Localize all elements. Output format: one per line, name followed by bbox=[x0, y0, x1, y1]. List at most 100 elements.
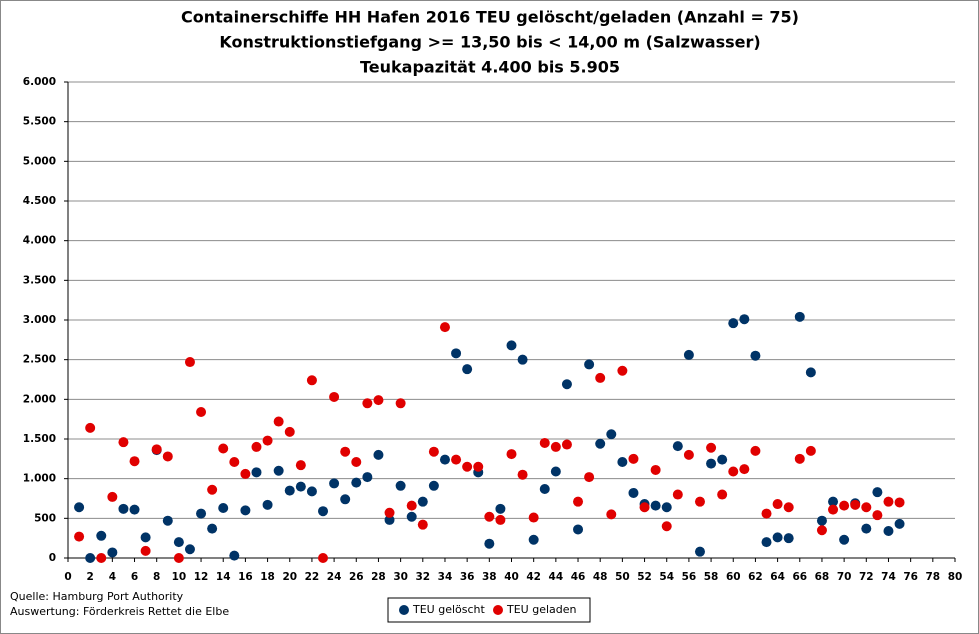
y-tick-label: 2.000 bbox=[23, 393, 56, 405]
point bbox=[318, 506, 329, 517]
point bbox=[473, 461, 484, 472]
point bbox=[240, 468, 251, 479]
chart-subtitle: Teukapazität 4.400 bis 5.905 bbox=[360, 58, 620, 77]
point bbox=[850, 499, 861, 510]
x-tick-label: 46 bbox=[571, 571, 586, 583]
point bbox=[794, 453, 805, 464]
point bbox=[717, 454, 728, 465]
point bbox=[207, 523, 218, 534]
x-tick-label: 60 bbox=[726, 571, 741, 583]
point bbox=[85, 422, 96, 433]
x-tick-label: 8 bbox=[153, 571, 160, 583]
point bbox=[661, 521, 672, 532]
x-tick-label: 74 bbox=[881, 571, 896, 583]
x-tick-label: 30 bbox=[393, 571, 408, 583]
point bbox=[351, 457, 362, 468]
point bbox=[417, 519, 428, 530]
point bbox=[184, 544, 195, 555]
x-tick-label: 80 bbox=[948, 571, 963, 583]
x-tick-label: 10 bbox=[172, 571, 187, 583]
point bbox=[828, 496, 839, 507]
point bbox=[706, 458, 717, 469]
x-tick-label: 20 bbox=[282, 571, 297, 583]
point bbox=[661, 502, 672, 513]
point bbox=[739, 314, 750, 325]
x-tick-label: 66 bbox=[792, 571, 807, 583]
point bbox=[561, 439, 572, 450]
point bbox=[329, 478, 340, 489]
point bbox=[816, 525, 827, 536]
legend-label: TEU geladen bbox=[506, 603, 577, 616]
point bbox=[794, 311, 805, 322]
point bbox=[107, 547, 118, 558]
point bbox=[783, 502, 794, 513]
x-tick-label: 48 bbox=[593, 571, 608, 583]
point bbox=[717, 489, 728, 500]
point bbox=[861, 502, 872, 513]
point bbox=[539, 437, 550, 448]
point bbox=[672, 441, 683, 452]
point bbox=[694, 546, 705, 557]
point bbox=[284, 426, 295, 437]
y-tick-label: 1.500 bbox=[23, 433, 56, 445]
point bbox=[207, 484, 218, 495]
x-tick-label: 68 bbox=[815, 571, 830, 583]
point bbox=[162, 515, 173, 526]
point bbox=[584, 359, 595, 370]
point bbox=[728, 318, 739, 329]
x-tick-label: 28 bbox=[371, 571, 386, 583]
point bbox=[650, 500, 661, 511]
point bbox=[706, 442, 717, 453]
x-tick-label: 16 bbox=[238, 571, 253, 583]
point bbox=[395, 398, 406, 409]
point bbox=[883, 496, 894, 507]
point bbox=[362, 398, 373, 409]
point bbox=[584, 472, 595, 483]
point bbox=[750, 445, 761, 456]
point bbox=[683, 449, 694, 460]
point bbox=[672, 489, 683, 500]
point bbox=[406, 500, 417, 511]
point bbox=[573, 524, 584, 535]
y-tick-label: 0 bbox=[49, 552, 56, 564]
y-tick-label: 6.000 bbox=[23, 76, 56, 88]
y-tick-label: 3.000 bbox=[23, 314, 56, 326]
legend-box bbox=[387, 597, 591, 623]
point bbox=[351, 477, 362, 488]
x-tick-label: 42 bbox=[526, 571, 541, 583]
point bbox=[273, 465, 284, 476]
point bbox=[118, 437, 129, 448]
point bbox=[650, 464, 661, 475]
y-tick-label: 500 bbox=[34, 512, 56, 524]
point bbox=[506, 449, 517, 460]
point bbox=[340, 446, 351, 457]
point bbox=[839, 500, 850, 511]
point bbox=[539, 483, 550, 494]
point bbox=[839, 534, 850, 545]
point bbox=[828, 504, 839, 515]
chart-subtitle: Konstruktionstiefgang >= 13,50 bis < 14,… bbox=[219, 33, 760, 52]
x-tick-label: 50 bbox=[615, 571, 630, 583]
x-tick-label: 38 bbox=[482, 571, 497, 583]
point bbox=[783, 533, 794, 544]
x-tick-label: 76 bbox=[903, 571, 918, 583]
point bbox=[196, 508, 207, 519]
point bbox=[617, 365, 628, 376]
point bbox=[96, 530, 107, 541]
y-tick-label: 1.000 bbox=[23, 473, 56, 485]
source-note: Auswertung: Förderkreis Rettet die Elbe bbox=[10, 605, 229, 618]
y-tick-label: 3.500 bbox=[23, 274, 56, 286]
point bbox=[439, 322, 450, 333]
point bbox=[251, 441, 262, 452]
y-tick-label: 2.500 bbox=[23, 354, 56, 366]
chart-title: Containerschiffe HH Hafen 2016 TEU gelös… bbox=[181, 8, 799, 27]
x-tick-label: 64 bbox=[770, 571, 785, 583]
point bbox=[872, 510, 883, 521]
point bbox=[384, 507, 395, 518]
x-tick-label: 22 bbox=[305, 571, 320, 583]
point bbox=[894, 497, 905, 508]
point bbox=[362, 472, 373, 483]
point bbox=[218, 443, 229, 454]
point bbox=[872, 487, 883, 498]
